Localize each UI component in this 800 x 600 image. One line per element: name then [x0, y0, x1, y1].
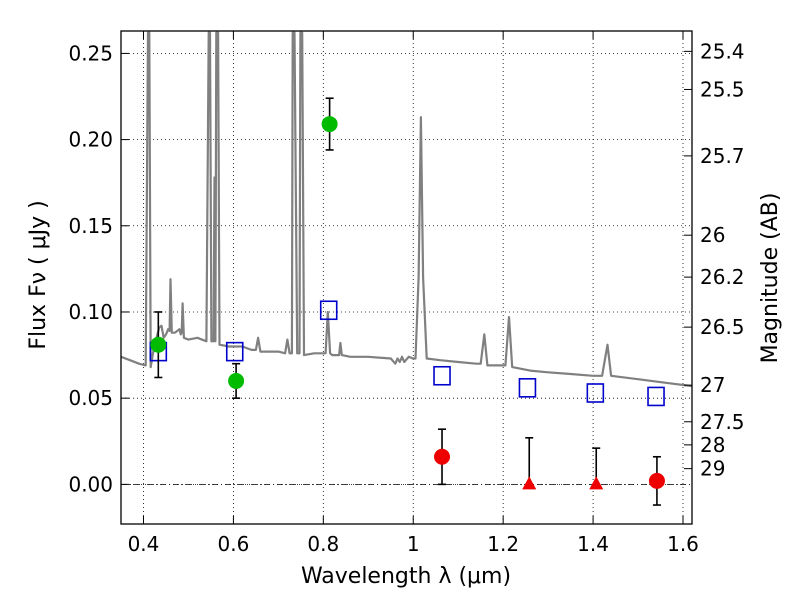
y-tick-label: 0.15 [68, 214, 113, 238]
model-photometry-square [648, 387, 664, 405]
x-tick-label: 1 [407, 532, 420, 556]
optical-detection-point [322, 116, 338, 132]
right-axis-title: Magnitude (AB) [758, 193, 783, 364]
right-tick-label: 28 [700, 433, 725, 457]
model-spectrum-line [121, 33, 692, 386]
y-tick-label: 0.25 [68, 41, 113, 65]
y-tick-label: 0.05 [68, 386, 113, 410]
upper-limit-triangle [589, 476, 603, 489]
model-photometry-square [434, 367, 450, 385]
right-tick-label: 27.5 [700, 410, 745, 434]
right-tick-label: 26 [700, 223, 725, 247]
x-tick-label: 0.6 [217, 532, 249, 556]
y-tick-label: 0.00 [68, 472, 113, 496]
optical-detection-point [228, 373, 244, 389]
x-tick-label: 1.6 [667, 532, 699, 556]
x-tick-label: 0.8 [307, 532, 339, 556]
right-tick-label: 25.5 [700, 77, 745, 101]
right-tick-label: 25.7 [700, 144, 745, 168]
model-photometry-square [519, 379, 535, 397]
near-ir-detection-point [434, 449, 450, 465]
y-axis-title: Flux Fν ( μJy ) [26, 200, 51, 349]
model-photometry-square [587, 384, 603, 402]
plot-area [121, 33, 692, 505]
model-photometry-square [227, 343, 243, 361]
flux-chart: 0.4 0.6 0.8 1 1.2 1.4 1.6 0.00 0.05 0.10 0.15 0.20 0… [0, 0, 800, 600]
right-tick-label: 29 [700, 457, 725, 481]
right-tick-label: 26.5 [700, 315, 745, 339]
x-tick-label: 1.2 [487, 532, 519, 556]
x-axis-title: Wavelength λ (μm) [301, 564, 511, 589]
optical-detection-point [150, 337, 166, 353]
x-tick-label: 1.4 [577, 532, 609, 556]
near-ir-detection-point [649, 473, 665, 489]
right-tick-label: 27 [700, 373, 725, 397]
y-tick-label: 0.10 [68, 300, 113, 324]
right-tick-label: 26.2 [700, 265, 745, 289]
upper-limit-triangle [522, 476, 536, 489]
right-tick-label: 25.4 [700, 39, 745, 63]
x-tick-label: 0.4 [128, 532, 160, 556]
y-tick-label: 0.20 [68, 128, 113, 152]
